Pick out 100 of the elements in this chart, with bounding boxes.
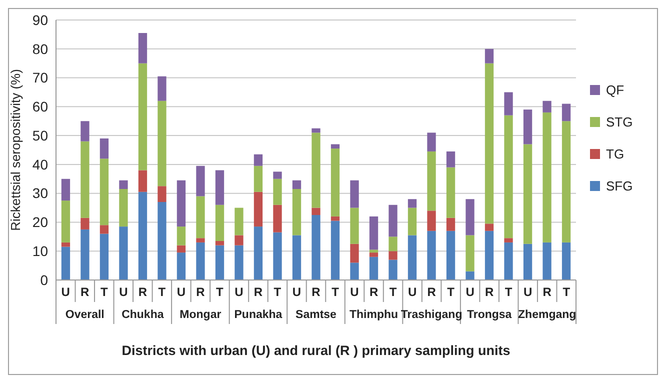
bar: [158, 202, 166, 280]
x-tick-label: U: [119, 285, 128, 299]
legend-label: SFG: [606, 178, 633, 194]
x-tick-label: R: [484, 285, 494, 299]
bar: [292, 235, 302, 280]
y-tick-label: 40: [32, 156, 48, 172]
bar: [504, 238, 513, 242]
text: Samtse: [296, 309, 336, 321]
bar: [234, 245, 244, 280]
bar: [80, 218, 90, 230]
text: Chukha: [122, 309, 164, 321]
x-tick-label: R: [312, 285, 321, 299]
y-axis-title: Rickettsial seropositivity (%): [8, 69, 23, 231]
x-tick-label: T: [100, 285, 108, 299]
bar: [369, 252, 378, 257]
bar: [523, 244, 532, 280]
bar: [61, 200, 70, 242]
bar: [330, 144, 340, 149]
bar: [176, 226, 186, 246]
bar: [80, 229, 90, 280]
bar: [484, 230, 494, 280]
bar: [138, 63, 148, 170]
bar: [562, 242, 571, 280]
bar: [504, 115, 513, 238]
bar: [234, 208, 244, 236]
bar: [176, 180, 186, 227]
x-tick-label: R: [196, 285, 206, 299]
x-tick-label: R: [427, 285, 436, 299]
bar: [254, 192, 263, 227]
bar: [427, 132, 436, 152]
bar: [312, 132, 320, 208]
bar: [138, 192, 148, 280]
bar: [388, 260, 398, 280]
legend-label: STG: [606, 114, 633, 130]
x-axis-title: Districts with urban (U) and rural (R ) primary sampling units: [122, 343, 510, 358]
bar: [254, 154, 263, 166]
bar: [388, 251, 398, 260]
text: Trongsa: [466, 309, 512, 321]
bar: [330, 216, 340, 221]
x-tick-label: R: [542, 285, 552, 299]
x-tick-label: T: [158, 285, 166, 299]
bar: [427, 210, 436, 231]
bar: [484, 224, 494, 231]
bar: [292, 189, 302, 236]
bar: [196, 196, 205, 238]
bar: [504, 92, 513, 116]
x-tick-label: R: [80, 285, 90, 299]
x-tick-label: U: [350, 285, 359, 299]
bar: [523, 110, 532, 144]
bar: [215, 245, 224, 280]
bar: [484, 63, 494, 224]
bar: [196, 166, 205, 196]
bar: [369, 216, 378, 250]
bar: [369, 250, 378, 253]
bar: [504, 242, 513, 280]
bar: [176, 252, 186, 280]
bar: [408, 208, 417, 236]
bar: [273, 204, 282, 232]
bar: [446, 167, 456, 218]
bar: [523, 144, 532, 244]
y-tick-label: 80: [32, 40, 48, 57]
bar: [408, 235, 417, 280]
bar: [427, 151, 436, 211]
bar: [273, 232, 282, 280]
bar: [562, 121, 571, 242]
bar: [562, 104, 571, 122]
bar: [542, 112, 552, 242]
bar: [312, 208, 320, 215]
bar: [466, 271, 474, 280]
bar: [466, 235, 474, 272]
y-tick-label: 0: [40, 272, 48, 288]
bar: [312, 128, 320, 133]
bar: [215, 170, 224, 205]
bar: [273, 178, 282, 205]
bar: [273, 172, 282, 179]
bar: [100, 158, 109, 226]
bar: [61, 178, 70, 201]
bar: [80, 121, 90, 142]
bar: [446, 218, 456, 231]
bar: [350, 244, 359, 263]
bar: [254, 166, 263, 192]
bar: [330, 148, 340, 216]
bar: [119, 226, 128, 280]
x-tick-label: R: [254, 285, 263, 299]
bar: [388, 204, 398, 237]
bar: [408, 199, 417, 208]
x-tick-label: U: [234, 285, 244, 299]
bar: [254, 226, 263, 280]
text: Zhemgang: [518, 309, 576, 321]
bar: [138, 170, 148, 192]
bar: [350, 262, 359, 280]
bar: [100, 234, 109, 280]
bar: [484, 48, 494, 64]
bar: [80, 141, 90, 218]
bar: [100, 138, 109, 159]
bar: [215, 241, 224, 246]
x-tick-label: U: [408, 285, 417, 299]
bar: [427, 230, 436, 280]
bar: [100, 225, 109, 234]
y-tick-label: 30: [32, 185, 48, 202]
